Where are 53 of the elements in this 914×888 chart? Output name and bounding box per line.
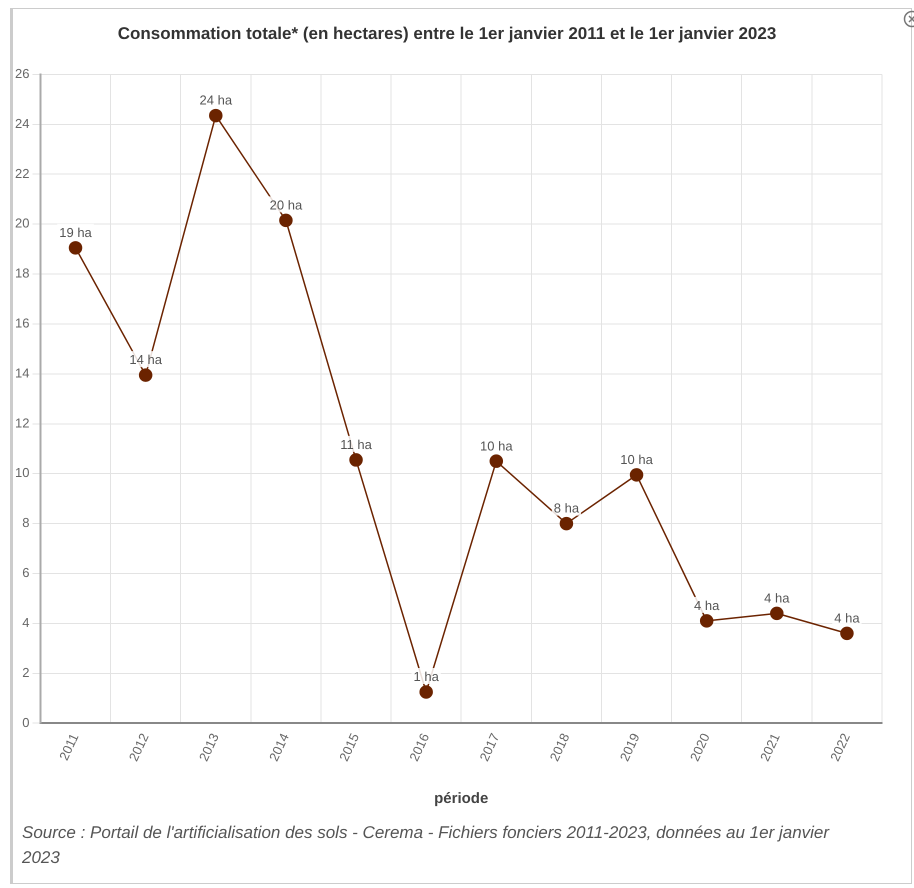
data-label: 19 ha — [59, 224, 93, 240]
point — [490, 454, 504, 468]
x-tick-label: 2012 — [126, 730, 152, 764]
data-label: 10 ha — [620, 452, 654, 467]
y-tick-label: 20 — [14, 216, 30, 231]
x-tick-label: 2014 — [266, 730, 292, 764]
source-note: Source : Portail de l'artificialisation des sols - Cerema - Fichiers fonciers 2011-2023, données au 1er janvier 2023 — [22, 822, 830, 869]
y-tick-label: 18 — [14, 266, 30, 281]
y-tick-label: 6 — [22, 565, 30, 580]
data-label: 24 ha — [200, 92, 233, 108]
y-tick-label: 22 — [14, 166, 30, 181]
point — [209, 108, 223, 122]
x-tick-label: 2017 — [476, 730, 502, 764]
data-label: 14 ha — [129, 352, 163, 368]
data-label: 8 ha — [554, 500, 580, 516]
x-tick-label: 2019 — [616, 730, 643, 764]
x-tick-label: 2011 — [56, 730, 82, 763]
x-tick-label: 2013 — [196, 730, 222, 764]
x-tick-label: 2021 — [756, 730, 783, 764]
point — [349, 453, 363, 467]
data-label: 10 ha — [480, 438, 514, 454]
y-tick-label: 24 — [14, 116, 30, 131]
data-label: 4 ha — [694, 598, 720, 613]
y-tick-label: 4 — [22, 614, 30, 630]
point — [279, 214, 293, 228]
y-tick-label: 0 — [22, 714, 30, 730]
x-tick-label: 2015 — [336, 730, 362, 764]
data-label: 11 ha — [340, 437, 373, 452]
y-tick-label: 14 — [14, 365, 30, 380]
y-tick-label: 2 — [22, 664, 30, 680]
chart-title: Consommation totale* (en hectares) entre le 1er janvier 2011 et le 1er janvier 2023 — [118, 24, 776, 43]
x-axis-title: période — [434, 790, 488, 808]
point — [560, 516, 574, 530]
data-label: 1 ha — [414, 669, 440, 684]
point — [68, 241, 82, 255]
y-tick-label: 16 — [14, 316, 30, 331]
x-tick-label: 2018 — [546, 730, 572, 764]
x-tick-label: 2016 — [406, 730, 432, 764]
data-label: 4 ha — [764, 590, 790, 606]
point — [138, 368, 152, 382]
x-tick-label: 2022 — [827, 730, 853, 764]
y-tick-label: 12 — [14, 415, 30, 430]
point — [840, 626, 854, 640]
y-tick-label: 10 — [14, 465, 30, 480]
point — [770, 606, 784, 620]
x-tick-label: 2020 — [686, 730, 713, 764]
y-tick-label: 26 — [14, 66, 30, 81]
point — [419, 685, 433, 699]
y-tick-label: 8 — [22, 515, 30, 530]
data-label: 4 ha — [834, 610, 860, 626]
point — [630, 468, 644, 482]
point — [700, 614, 714, 628]
data-label: 20 ha — [270, 197, 303, 212]
